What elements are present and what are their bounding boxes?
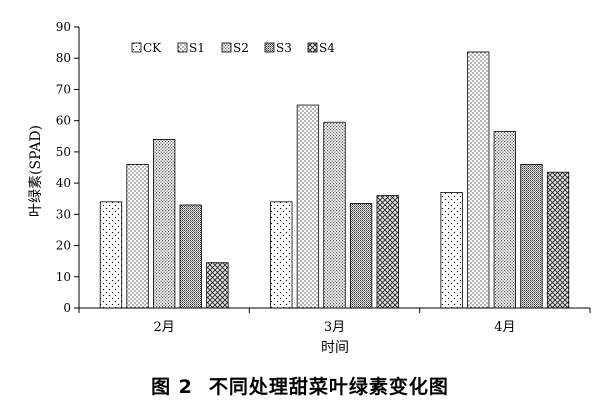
- legend-label-s1: S1: [189, 41, 205, 55]
- y-tick-label: 10: [56, 270, 71, 284]
- y-tick-label: 20: [56, 239, 71, 253]
- legend-label-s3: S3: [276, 41, 292, 55]
- legend-swatch-s2: [221, 42, 232, 53]
- bar-ck: [440, 192, 463, 309]
- bar-s3: [349, 203, 373, 309]
- x-axis-label: 时间: [321, 340, 349, 356]
- legend-label-ck: CK: [143, 41, 162, 55]
- y-tick-label: 70: [56, 82, 71, 96]
- x-axis: 2月 3月 4月: [78, 307, 591, 335]
- figure-number: 图 2: [151, 376, 193, 398]
- legend: CK S1 S2 S3 S4: [131, 41, 335, 55]
- bars: [99, 51, 570, 309]
- figure-caption: 图 2 不同处理甜菜叶绿素变化图: [0, 372, 600, 399]
- y-tick-label: 90: [56, 20, 71, 34]
- bar-s3: [179, 204, 202, 309]
- bar-s1: [467, 51, 490, 309]
- bar-s1: [296, 104, 320, 309]
- bar-s4: [376, 195, 399, 309]
- y-tick-label: 0: [63, 301, 71, 315]
- bar-ck: [99, 201, 123, 309]
- bar-ck: [270, 201, 293, 309]
- bar-s4: [546, 171, 570, 309]
- figure-title: 不同处理甜菜叶绿素变化图: [208, 376, 449, 398]
- y-tick-label: 50: [56, 145, 71, 159]
- legend-swatch-s4: [307, 42, 318, 53]
- x-tick-label: 4月: [494, 320, 515, 335]
- y-axis: 0 10 20 30 40 50 60 70 80 90: [56, 20, 80, 315]
- y-tick-label: 80: [56, 51, 71, 65]
- bar-s1: [126, 163, 149, 309]
- legend-swatch-s1: [177, 42, 188, 53]
- bar-s2: [153, 138, 176, 309]
- bar-s2: [323, 121, 346, 309]
- x-tick-label: 2月: [154, 320, 175, 335]
- y-axis-label: 叶绿素(SPAD): [28, 125, 44, 217]
- legend-swatch-ck: [131, 42, 142, 53]
- bar-s2: [493, 131, 516, 309]
- chart: 0 10 20 30 40 50 60 70 80 90 2月 3月 4月 CK S1 S2 S3 S4 叶绿…: [28, 20, 591, 356]
- bar-s4: [206, 262, 229, 309]
- x-tick-label: 3月: [324, 320, 345, 335]
- y-tick-label: 30: [56, 207, 71, 221]
- legend-label-s2: S2: [233, 41, 249, 55]
- bar-s3: [520, 163, 543, 309]
- legend-label-s4: S4: [319, 41, 335, 55]
- y-tick-label: 40: [56, 176, 71, 190]
- y-tick-label: 60: [56, 114, 71, 128]
- legend-swatch-s3: [264, 42, 275, 53]
